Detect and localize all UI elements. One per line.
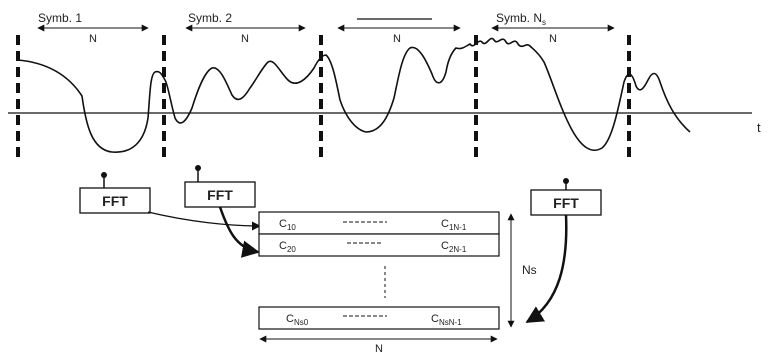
coef-c10-base: C xyxy=(279,218,287,230)
coef-c1n-1-sub: 1N-1 xyxy=(449,223,467,232)
time-axis-label: t xyxy=(757,120,761,135)
span-label-2: N xyxy=(241,33,249,45)
ns-dimension-label: Ns xyxy=(522,263,537,277)
matrix-row-1: C10 C1N-1 xyxy=(258,211,500,235)
fft-arrow-ns xyxy=(525,214,568,324)
span-label-3: N xyxy=(393,33,401,45)
coef-c1n-1-base: C xyxy=(441,218,449,230)
coef-cns0-base: C xyxy=(286,313,294,325)
fft-block-2: FFT xyxy=(184,165,256,208)
coef-c2n-1-sub: 2N-1 xyxy=(449,245,467,254)
span-label-1: N xyxy=(89,33,97,45)
coef-cnsn-1-sub: NsN-1 xyxy=(439,318,462,327)
n-dimension-label: N xyxy=(375,343,383,354)
symbol-1-label: Symb. 1 xyxy=(38,11,82,25)
coef-c2n-1-base: C xyxy=(441,240,449,252)
coef-c20: C20 xyxy=(279,240,296,254)
fft-arrow-2 xyxy=(218,206,260,258)
coef-c10-sub: 10 xyxy=(287,223,296,232)
coef-cnsn-1-base: C xyxy=(431,313,439,325)
fft-label-2: FFT xyxy=(207,187,233,203)
coef-cns0: CNs0 xyxy=(286,313,309,327)
coef-cns0-sub: Ns0 xyxy=(294,318,309,327)
coef-c10: C10 xyxy=(279,218,296,232)
matrix-row-2: C20 C2N-1 xyxy=(258,233,500,257)
fft-block-ns: FFT xyxy=(530,178,602,216)
fft-label-ns: FFT xyxy=(553,195,579,211)
span-label-4: N xyxy=(549,33,557,45)
fft-block-1: FFT xyxy=(79,172,151,214)
coef-c20-base: C xyxy=(279,240,287,252)
coef-c20-sub: 20 xyxy=(287,245,296,254)
symbol-2-label: Symb. 2 xyxy=(188,11,232,25)
symbol-ns-label: Symb. Ns xyxy=(496,11,546,27)
signal-waveform xyxy=(17,37,691,153)
fft-label-1: FFT xyxy=(102,193,128,209)
fft-arrow-1 xyxy=(147,211,261,231)
coef-cnsn-1: CNsN-1 xyxy=(431,313,462,327)
symbol-ns-sub: s xyxy=(542,18,546,27)
symbol-ns-base: Symb. N xyxy=(496,11,542,25)
matrix-row-ns: CNs0 CNsN-1 xyxy=(258,306,500,330)
coef-c1n-1: C1N-1 xyxy=(441,218,467,232)
coef-c2n-1: C2N-1 xyxy=(441,240,467,254)
